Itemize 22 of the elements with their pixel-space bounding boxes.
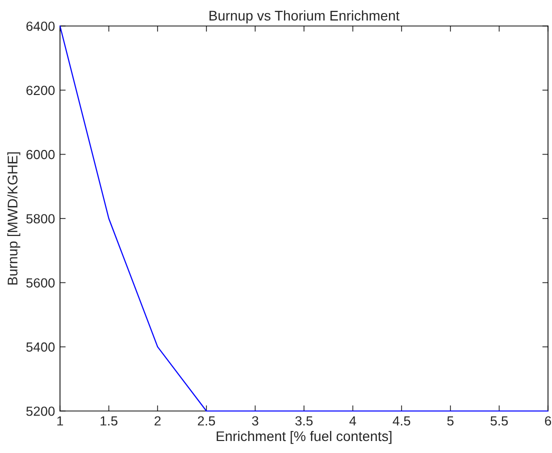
y-tick-label: 5200 — [26, 406, 55, 416]
x-tick-label: 3 — [252, 416, 258, 426]
y-tick-label: 6000 — [26, 150, 55, 160]
x-axis-title: Enrichment [% fuel contents] — [216, 430, 392, 444]
x-tick-label: 6 — [545, 416, 552, 426]
line-series — [59, 25, 549, 412]
x-tick-label: 2.5 — [198, 416, 216, 426]
x-tick-label: 1.5 — [100, 416, 118, 426]
y-tick-label: 5800 — [26, 214, 55, 224]
y-tick-label: 5400 — [26, 342, 55, 352]
x-tick-label: 5 — [447, 416, 454, 426]
y-tick-label: 5600 — [26, 278, 55, 288]
x-tick-label: 4.5 — [392, 416, 410, 426]
x-tick-label: 2 — [154, 416, 161, 426]
chart-title: Burnup vs Thorium Enrichment — [210, 10, 400, 24]
x-tick-label: 5.5 — [490, 416, 508, 426]
x-tick-label: 1 — [57, 416, 64, 426]
y-axis-title: Burnup [MWD/KGHE] — [7, 152, 20, 285]
x-tick-label: 4 — [349, 416, 356, 426]
x-tick-label: 3.5 — [295, 416, 313, 426]
y-tick-label: 6400 — [26, 22, 55, 31]
y-tick-label: 6200 — [26, 86, 55, 96]
